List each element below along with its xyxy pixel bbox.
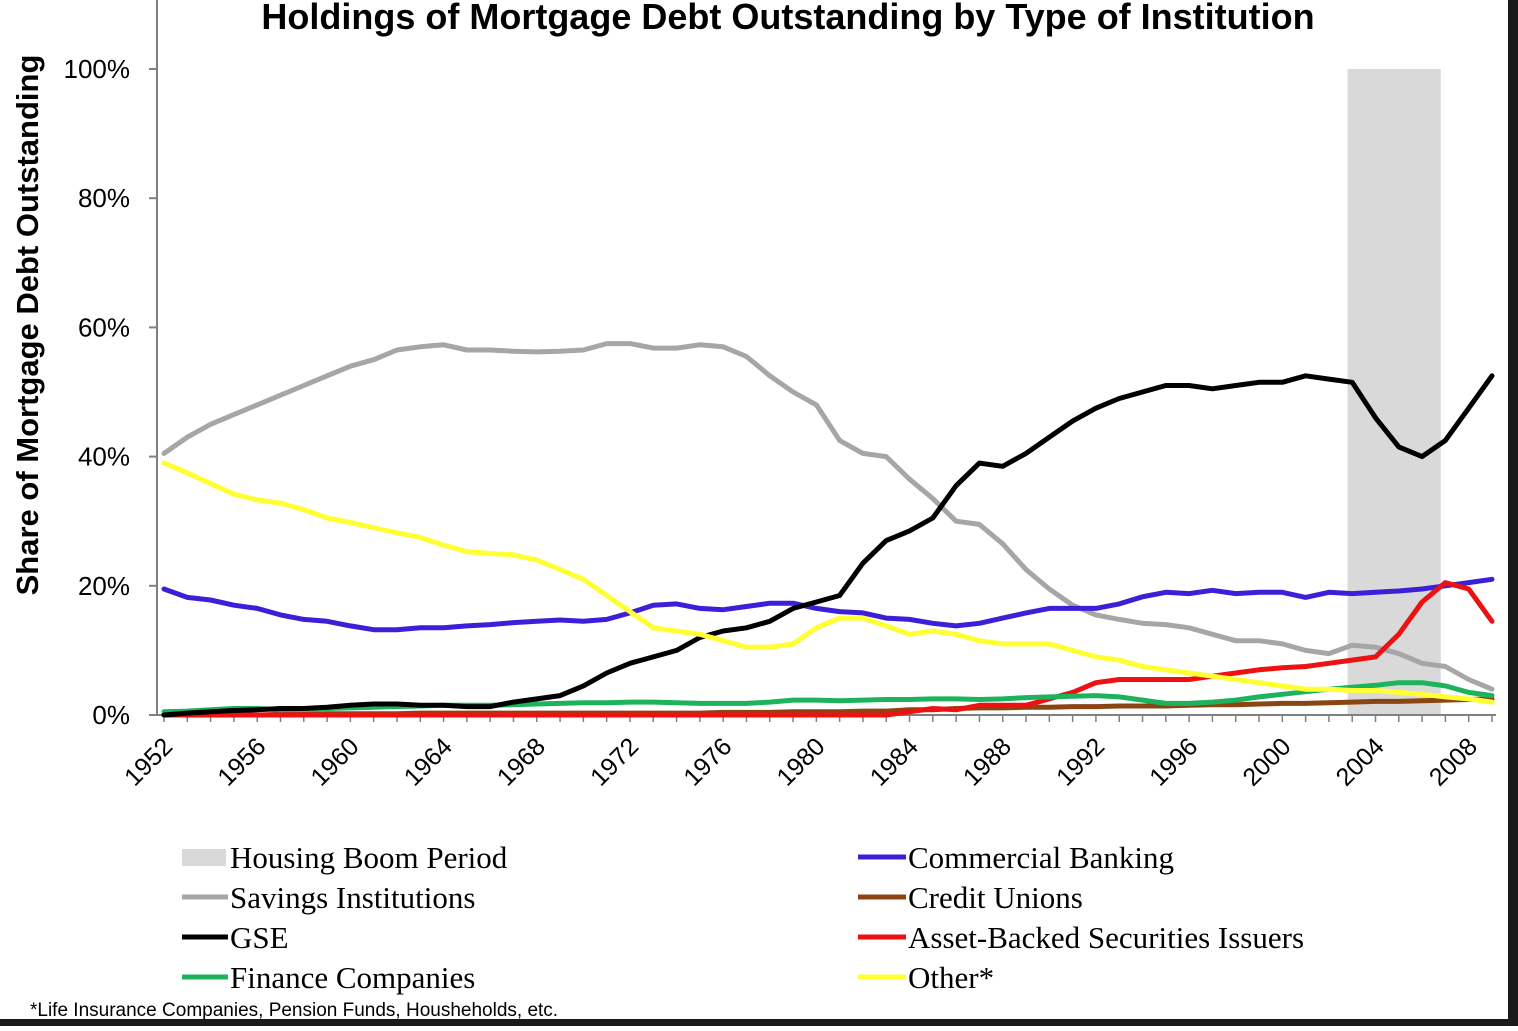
legend-label-savings: Savings Institutions [230,880,475,915]
legend: Housing Boom Period Savings Institutions… [182,840,1304,995]
series-line-other [161,460,1495,705]
footnote: *Life Insurance Companies, Pension Funds… [30,1000,558,1021]
series-lines [161,341,1495,718]
legend-label-housing-boom: Housing Boom Period [230,840,508,875]
chart-title: Holdings of Mortgage Debt Outstanding by… [261,0,1314,37]
series-line-savings-institutions [161,341,1495,692]
legend-swatch-housing-boom [182,849,226,866]
shaded-period-layer [1347,69,1441,715]
housing-boom-shade [1347,69,1441,715]
y-tick-label: 80% [78,183,130,213]
series-line-asset-backed-securities-issuers [161,580,1495,718]
y-tick-labels: 0% 20% 40% 60% 80% 100% [64,54,131,730]
y-tick-label: 40% [78,442,130,472]
series-line-commercial-banking [161,576,1495,633]
y-tick-label: 0% [92,700,130,730]
series-line-finance-companies [161,680,1495,715]
legend-label-abs: Asset-Backed Securities Issuers [908,920,1304,955]
y-tick-label: 20% [78,571,130,601]
legend-label-finance: Finance Companies [230,960,475,995]
y-axis-label: Share of Mortgage Debt Outstanding [10,55,45,596]
legend-label-credit-unions: Credit Unions [908,880,1083,915]
legend-label-gse: GSE [230,920,289,955]
y-tick-label: 100% [64,54,131,84]
y-tick-label: 60% [78,312,130,342]
legend-label-other: Other* [908,960,994,995]
series-line-gse [161,373,1495,718]
legend-label-commercial: Commercial Banking [908,840,1174,875]
